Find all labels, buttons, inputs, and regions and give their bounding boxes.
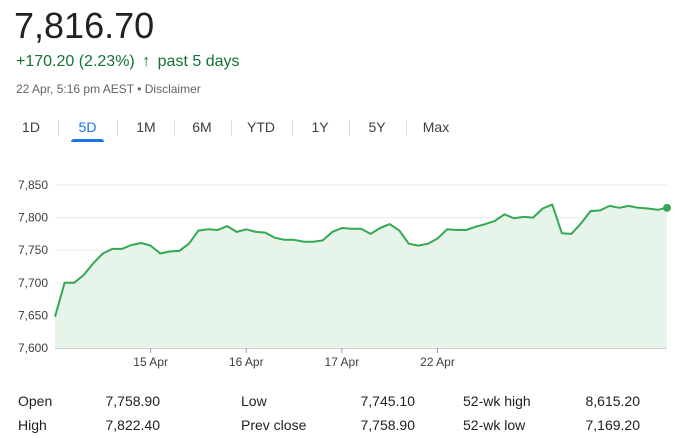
x-axis-ticks: 15 Apr 16 Apr 17 Apr 22 Apr [133, 348, 455, 369]
stat-value-high: 7,822.40 [105, 417, 161, 433]
stat-label-low: Low [241, 393, 267, 409]
tab-divider [117, 120, 118, 136]
tab-ytd[interactable]: YTD [247, 119, 275, 135]
tab-divider [349, 120, 350, 136]
stat-label-prev-close: Prev close [241, 417, 307, 433]
meta-separator: • [137, 82, 142, 96]
disclaimer-link[interactable]: Disclaimer [144, 82, 201, 96]
stat-label-52wk-high: 52-wk high [463, 393, 531, 409]
quote-timestamp: 22 Apr, 5:16 pm AEST [16, 82, 134, 96]
current-price: 7,816.70 [14, 5, 155, 46]
y-axis-ticks: 7,600 7,650 7,700 7,750 7,800 7,850 [18, 178, 48, 355]
tab-5d[interactable]: 5D [71, 112, 104, 142]
tab-divider [58, 120, 59, 136]
y-tick-label: 7,700 [18, 276, 48, 290]
y-tick-label: 7,800 [18, 211, 48, 225]
latest-price-dot [663, 203, 671, 212]
y-tick-label: 7,600 [18, 341, 48, 355]
stat-value-52wk-low: 7,169.20 [585, 417, 641, 433]
change-period: past 5 days [157, 53, 240, 70]
price-change-row: +170.20 (2.23%) ↑ past 5 days [16, 52, 239, 72]
arrow-up-icon: ↑ [142, 53, 151, 70]
tab-1d[interactable]: 1D [22, 119, 40, 135]
stat-label-52wk-low: 52-wk low [463, 417, 526, 433]
stat-value-low: 7,745.10 [360, 393, 416, 409]
tab-max[interactable]: Max [422, 119, 450, 135]
y-tick-label: 7,750 [18, 243, 48, 257]
tab-1y[interactable]: 1Y [311, 119, 329, 135]
tab-1m[interactable]: 1M [136, 119, 156, 135]
price-chart[interactable]: 7,600 7,650 7,700 7,750 7,800 7,850 15 Apr 16 … [0, 160, 679, 375]
x-tick-label: 17 Apr [325, 355, 360, 369]
tab-5y[interactable]: 5Y [368, 119, 386, 135]
x-tick-label: 15 Apr [133, 355, 168, 369]
y-tick-label: 7,650 [18, 308, 48, 322]
tab-divider [231, 120, 232, 136]
range-tabs: 1D 5D 1M 6M YTD 1Y 5Y Max [0, 112, 679, 142]
x-tick-label: 22 Apr [420, 355, 455, 369]
quote-meta: 22 Apr, 5:16 pm AEST • Disclaimer [16, 81, 201, 97]
price-change: +170.20 (2.23%) [16, 53, 135, 70]
x-tick-label: 16 Apr [229, 355, 264, 369]
tab-divider [174, 120, 175, 136]
tab-6m[interactable]: 6M [192, 119, 212, 135]
price-line [54, 203, 668, 317]
tab-divider [406, 120, 407, 136]
stat-label-open: Open [18, 393, 53, 409]
stat-value-open: 7,758.90 [105, 393, 161, 409]
price-area-fill [55, 204, 667, 348]
stat-label-high: High [18, 417, 47, 433]
tab-divider [292, 120, 293, 136]
y-tick-label: 7,850 [18, 178, 48, 192]
stat-value-52wk-high: 8,615.20 [585, 393, 641, 409]
stat-value-prev-close: 7,758.90 [360, 417, 416, 433]
